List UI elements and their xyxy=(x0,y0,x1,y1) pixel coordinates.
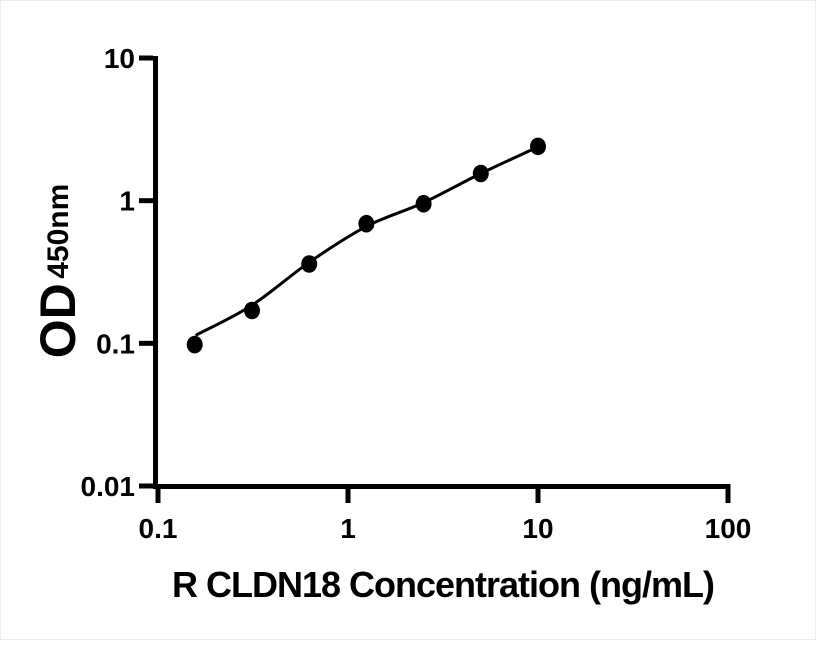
y-axis-title-subscript: 450nm xyxy=(42,184,75,279)
y-axis-title: OD 450nm xyxy=(30,184,86,359)
x-tick-label: 10 xyxy=(522,513,553,544)
data-point xyxy=(186,335,203,354)
y-tick-label: 0.01 xyxy=(81,471,136,502)
x-tick-label: 1 xyxy=(340,513,356,544)
y-tick-label: 0.1 xyxy=(96,328,135,359)
y-axis-title-main: OD xyxy=(30,283,86,358)
data-point xyxy=(301,255,318,273)
data-point xyxy=(358,214,375,233)
data-point xyxy=(530,137,546,156)
data-point xyxy=(244,301,260,320)
y-tick-label: 10 xyxy=(104,43,135,74)
data-point xyxy=(415,195,432,213)
data-point xyxy=(472,164,489,183)
x-tick-label: 100 xyxy=(705,513,752,544)
x-axis-title: R CLDN18 Concentration (ng/mL) xyxy=(172,564,714,605)
plot-layer xyxy=(186,137,546,354)
y-tick-label: 1 xyxy=(119,186,135,217)
x-tick-label: 0.1 xyxy=(139,513,178,544)
